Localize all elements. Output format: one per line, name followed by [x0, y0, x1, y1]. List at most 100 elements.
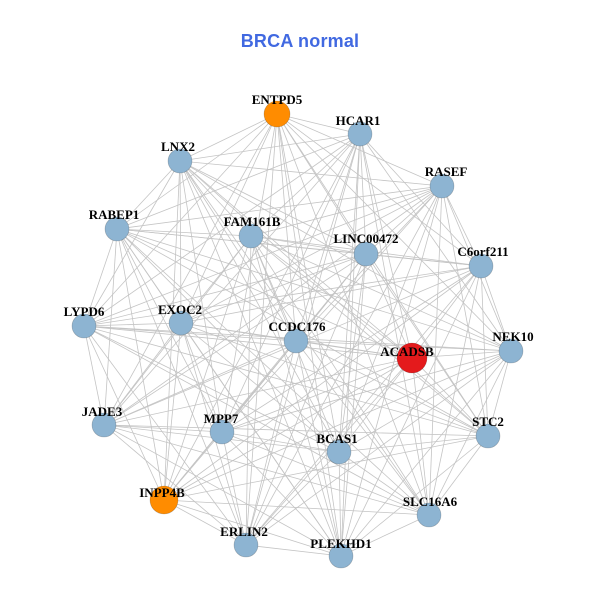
network-edge: [163, 435, 489, 501]
node-label-SLC16A6: SLC16A6: [403, 494, 458, 509]
network-edge: [340, 133, 361, 557]
network-edge: [295, 340, 489, 437]
network-edge: [245, 185, 443, 546]
node-STC2: [475, 423, 501, 449]
network-edge: [245, 451, 340, 546]
network-edge: [359, 133, 367, 255]
network-edge: [163, 499, 247, 546]
node-label-RASEF: RASEF: [425, 164, 468, 179]
node-label-JADE3: JADE3: [82, 404, 123, 419]
network-edge: [250, 185, 443, 237]
network-edge: [428, 350, 512, 516]
network-edge: [83, 325, 413, 359]
network-edge: [83, 160, 181, 327]
network-edge: [83, 325, 297, 342]
node-label-FAM161B: FAM161B: [224, 214, 281, 229]
network-edge: [103, 113, 278, 426]
network-edge: [83, 185, 443, 327]
node-label-ENTPD5: ENTPD5: [252, 92, 303, 107]
network-edge: [180, 322, 342, 557]
network-edge: [180, 322, 340, 453]
plot-title: BRCA normal: [240, 31, 360, 51]
network-edge: [365, 253, 482, 267]
network-edge: [245, 235, 252, 546]
node-C6orf211: [468, 253, 494, 279]
network-edge: [179, 160, 367, 255]
network-edge: [179, 133, 361, 162]
node-ENTPD5: [263, 100, 291, 128]
network-edge: [245, 113, 278, 546]
network-edge: [116, 228, 413, 359]
network-edge: [250, 133, 361, 237]
node-INPP4B: [149, 485, 179, 515]
network-edge: [221, 431, 430, 516]
network-edge: [163, 235, 252, 501]
network-edge: [250, 235, 367, 255]
network-edge: [163, 322, 182, 501]
network-edge: [338, 451, 342, 557]
network-edge: [163, 133, 361, 501]
network-edge: [338, 357, 413, 453]
node-label-BCAS1: BCAS1: [316, 431, 357, 446]
node-HCAR1: [347, 121, 373, 147]
node-circles: [71, 100, 524, 569]
node-ACADSB: [396, 342, 428, 374]
network-edge: [245, 340, 297, 546]
node-ERLIN2: [233, 532, 259, 558]
network-edge: [221, 431, 247, 546]
network-edge: [245, 544, 342, 557]
network-edge: [116, 228, 512, 352]
network-edge: [428, 265, 482, 516]
network-edge: [83, 325, 430, 516]
network-edge: [180, 253, 367, 324]
network-edge: [103, 424, 342, 557]
network-edge: [276, 113, 482, 267]
network-edge: [428, 185, 443, 516]
node-LYPD6: [71, 313, 97, 339]
network-edge: [411, 350, 512, 359]
node-label-EXOC2: EXOC2: [158, 302, 202, 317]
network-edge: [179, 113, 278, 162]
node-labels: ENTPD5 HCAR1 LNX2 RASEF RABEP1 FAM161B LINC004…: [64, 92, 534, 551]
network-edge: [441, 185, 482, 267]
network-edge: [116, 228, 165, 501]
network-edge: [180, 265, 482, 324]
network-edge: [340, 514, 430, 557]
network-edge: [163, 431, 223, 501]
network-edge: [276, 113, 340, 453]
network-edge: [365, 185, 443, 255]
network-edge: [83, 325, 165, 501]
network-edge: [116, 113, 278, 230]
node-JADE3: [91, 412, 117, 438]
network-edge: [276, 113, 297, 342]
network-edge: [338, 435, 489, 453]
network-edge: [359, 133, 482, 267]
network-edge: [179, 160, 443, 187]
network-edge: [276, 113, 361, 135]
network-edge: [180, 185, 443, 324]
node-label-LYPD6: LYPD6: [64, 304, 105, 319]
network-edge: [340, 265, 482, 557]
network-edge: [245, 265, 482, 546]
node-label-PLEKHD1: PLEKHD1: [310, 536, 371, 551]
network-edge: [480, 265, 489, 437]
network-edge: [180, 322, 489, 437]
network-edge: [276, 113, 430, 516]
node-FAM161B: [238, 223, 264, 249]
node-LINC00472: [353, 241, 379, 267]
node-label-MPP7: MPP7: [204, 411, 239, 426]
network-edge: [340, 185, 443, 557]
network-edge: [180, 322, 223, 433]
network-edge: [163, 499, 342, 557]
network-edge: [365, 253, 413, 359]
network-edge: [179, 160, 252, 237]
network-edge: [179, 160, 182, 324]
network-edge: [103, 228, 118, 426]
network-edge: [103, 424, 223, 433]
network-edge: [250, 235, 512, 352]
network-edge: [221, 431, 340, 453]
network-edge: [179, 160, 342, 557]
network-edge: [295, 133, 361, 342]
node-RASEF: [429, 173, 455, 199]
